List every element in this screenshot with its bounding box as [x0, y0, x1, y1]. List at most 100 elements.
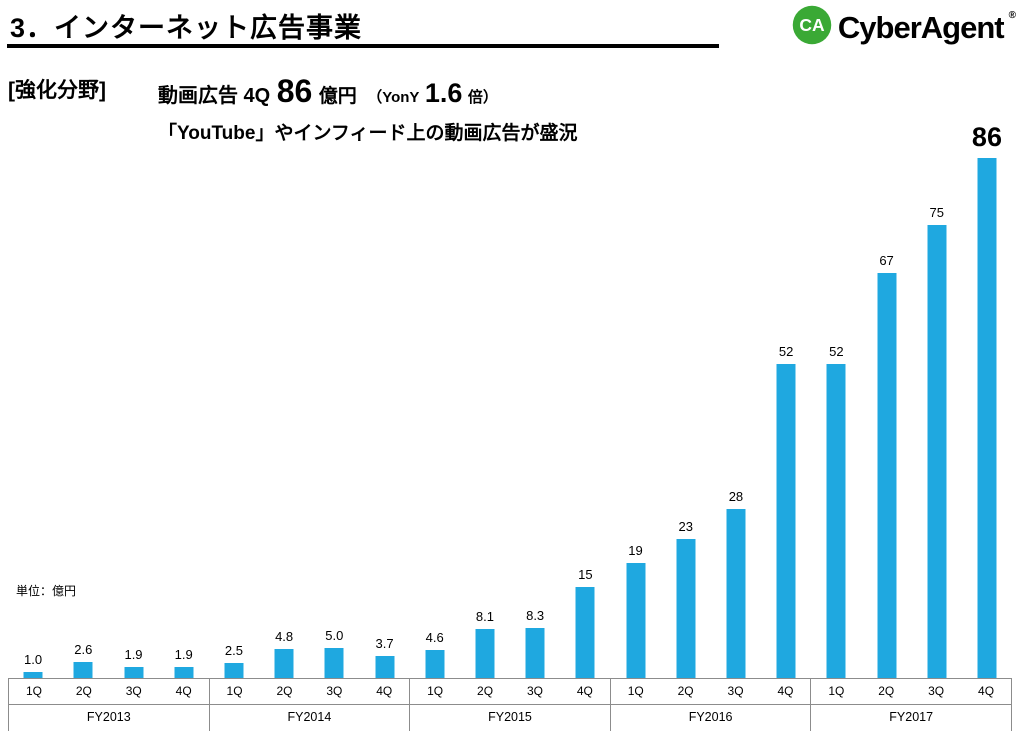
highlight-yony-value: 1.6 [424, 78, 463, 108]
bar [977, 158, 997, 678]
highlight-line2: 「YouTube」やインフィード上の動画広告が盛況 [158, 123, 578, 144]
highlight-prefix: 動画広告 4Q [158, 85, 271, 107]
bar [676, 539, 696, 678]
bar [927, 225, 947, 678]
fy-group-label: FY2016 [611, 705, 812, 731]
x-tick-label: 1Q [828, 684, 845, 698]
x-tick-label: 4Q [777, 684, 794, 698]
x-tick-label: 4Q [175, 684, 192, 698]
bar-value-label: 2.6 [74, 642, 93, 657]
bar [425, 650, 445, 678]
x-tick-label: 2Q [477, 684, 494, 698]
axis-unit-label: 単位：億円 [16, 584, 77, 598]
bar [726, 509, 746, 678]
bar-column: 8.3 [510, 150, 560, 678]
x-tick-label: 3Q [326, 684, 343, 698]
x-tick-label: 2Q [75, 684, 92, 698]
bar-value-label: 52 [829, 344, 844, 359]
x-tick-label: 3Q [125, 684, 142, 698]
x-tick-label: 3Q [928, 684, 945, 698]
x-axis-fy-row: FY2013 FY2014 FY2015 FY2016 FY2017 [8, 704, 1012, 731]
x-axis-quarter-row: 1Q 2Q 3Q 4Q 1Q 2Q 3Q 4Q 1Q 2Q 3Q 4Q 1Q 2Q 3Q 4Q 1Q 2Q 3Q 4Q [8, 678, 1012, 704]
bar [877, 273, 897, 678]
bar-column: 3.7 [359, 150, 409, 678]
bar-value-label: 3.7 [375, 636, 394, 651]
highlight-big-value: 86 [276, 73, 313, 109]
bar-column: 15 [560, 150, 610, 678]
fy-group-label: FY2014 [210, 705, 411, 731]
ca-logo-icon: CA [791, 4, 833, 51]
highlight-line1: 動画広告 4Q 86 億円 （YonY 1.6 倍） [158, 74, 578, 115]
x-tick-label: 4Q [576, 684, 593, 698]
cyberagent-logo: CA CyberAgent ® [791, 4, 1016, 51]
highlight-category-label: [強化分野] [8, 79, 106, 102]
bar-chart-plot: 1.0 2.6 1.9 1.9 2.5 4.8 5.0 3.7 4.6 8.1 8.3 15 19 23 2… [8, 122, 1012, 678]
bar-column: 8.1 [460, 150, 510, 678]
x-tick-label: 1Q [226, 684, 243, 698]
bar-value-label: 8.1 [475, 609, 494, 624]
bar-column: 67 [861, 150, 911, 678]
bar [324, 648, 344, 678]
axis-quarter-group: 1Q 2Q 3Q 4Q [410, 679, 611, 704]
bar-column: 2.5 [209, 150, 259, 678]
bar [274, 649, 294, 678]
x-tick-label: 1Q [427, 684, 444, 698]
bar-column: 4.8 [259, 150, 309, 678]
bar [174, 667, 194, 678]
highlight-yony-close: 倍） [467, 89, 498, 106]
x-axis: 1Q 2Q 3Q 4Q 1Q 2Q 3Q 4Q 1Q 2Q 3Q 4Q 1Q 2Q 3Q 4Q 1Q 2Q 3Q 4Q… [8, 678, 1012, 731]
logo-wordmark: CyberAgent [837, 9, 1005, 45]
bar-column: 86 [962, 122, 1012, 678]
axis-quarter-group: 1Q 2Q 3Q 4Q [8, 679, 210, 704]
fy-group-label: FY2013 [8, 705, 210, 731]
bar-value-label: 15 [578, 567, 593, 582]
registered-mark: ® [1008, 10, 1016, 21]
fy-group-label: FY2017 [811, 705, 1012, 731]
bar [626, 563, 646, 678]
bar-value-label: 19 [628, 543, 643, 558]
x-tick-label: 2Q [276, 684, 293, 698]
bar-column: 19 [610, 150, 660, 678]
x-tick-label: 1Q [25, 684, 42, 698]
axis-quarter-group: 1Q 2Q 3Q 4Q [210, 679, 411, 704]
bar-column: 52 [811, 150, 861, 678]
page-title: 3．インターネット広告事業 [10, 13, 363, 43]
bar-value-label: 75 [929, 205, 944, 220]
bar [73, 662, 93, 678]
bar [776, 364, 796, 678]
x-tick-label: 4Q [978, 684, 995, 698]
bar-value-label: 67 [879, 253, 894, 268]
bar [826, 364, 846, 678]
bar [475, 629, 495, 678]
bar-value-label: 28 [728, 489, 744, 504]
fy-group-label: FY2015 [410, 705, 611, 731]
highlight-yony-open: （YonY [367, 89, 420, 106]
bar-column: 4.6 [410, 150, 460, 678]
bar [525, 628, 545, 678]
svg-text:CA: CA [799, 15, 825, 35]
title-underline [7, 44, 719, 48]
bar-value-label: 1.0 [24, 652, 43, 667]
x-tick-label: 2Q [677, 684, 694, 698]
x-tick-label: 4Q [376, 684, 393, 698]
x-tick-label: 1Q [627, 684, 644, 698]
bar-column: 23 [661, 150, 711, 678]
bar-column: 1.9 [108, 150, 158, 678]
bar-column: 1.9 [159, 150, 209, 678]
x-tick-label: 3Q [526, 684, 543, 698]
bar-column: 52 [761, 150, 811, 678]
x-tick-label: 3Q [727, 684, 744, 698]
bar-value-label: 4.8 [275, 629, 294, 644]
bar [124, 667, 143, 678]
bar-value-label: 23 [678, 519, 693, 534]
bar-column: 28 [711, 150, 761, 678]
highlight-unit: 億円 [318, 86, 357, 107]
bar [575, 587, 595, 678]
bar-value-label: 1.9 [174, 647, 193, 662]
bar [23, 672, 43, 678]
bar-value-label: 5.0 [325, 628, 344, 643]
bar-value-label: 86 [971, 122, 1002, 152]
bar-column: 2.6 [58, 150, 108, 678]
highlight-text: 動画広告 4Q 86 億円 （YonY 1.6 倍） 「YouTube」やインフ… [158, 74, 578, 145]
